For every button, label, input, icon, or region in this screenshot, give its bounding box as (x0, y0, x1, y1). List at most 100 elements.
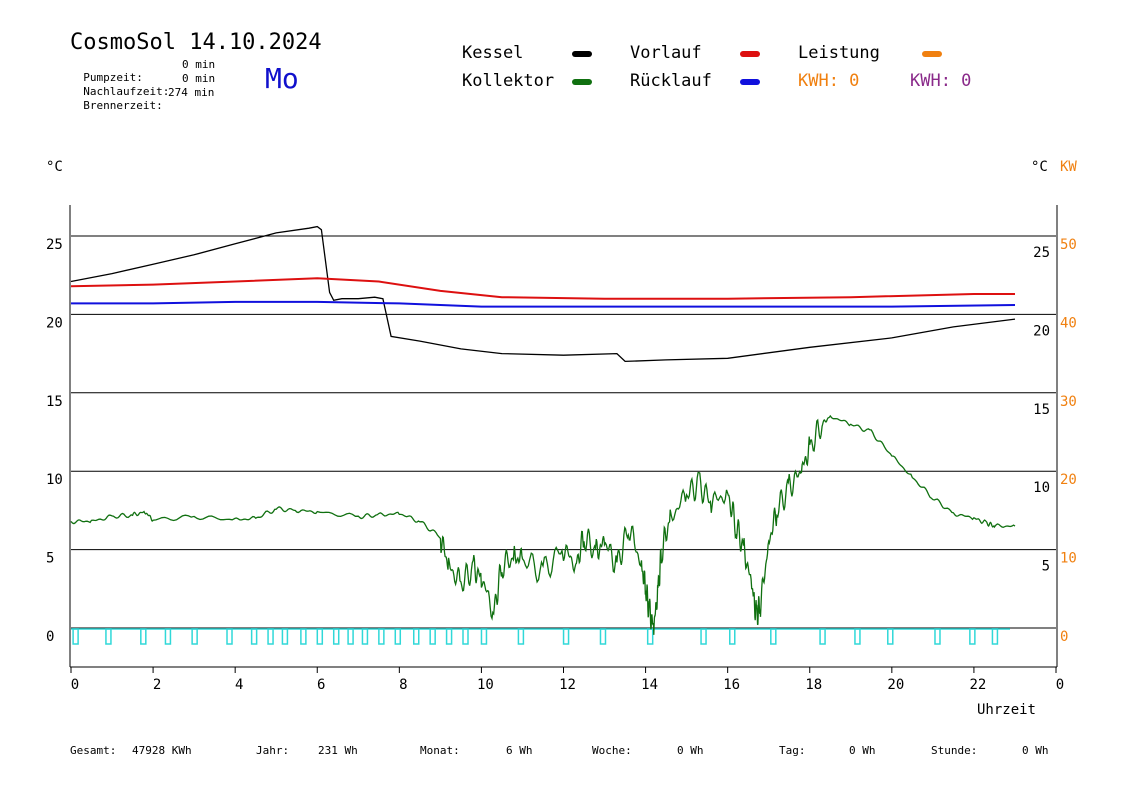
legend-kwh-purple: KWH: 0 (910, 71, 972, 91)
y-tick-label-right: 10 (1033, 480, 1050, 496)
footer-label: Woche: (592, 744, 632, 757)
x-tick-label: 0 (1056, 677, 1064, 693)
y-tick-label-left: 0 (46, 629, 54, 645)
x-tick-label: 14 (641, 677, 658, 693)
pump-marker (300, 628, 307, 645)
pump-marker (413, 628, 420, 645)
x-tick-label: 4 (235, 677, 243, 693)
legend-kwh-orange: KWH: 0 (798, 71, 860, 91)
legend-leistung-swatch (922, 51, 942, 57)
x-tick-label: 12 (559, 677, 576, 693)
pump-marker (281, 628, 289, 645)
x-tick-label: 6 (317, 677, 325, 693)
x-tick-label: 18 (805, 677, 822, 693)
y-axis-label-left: °C (46, 159, 63, 175)
pump-marker (819, 628, 826, 645)
series-line (71, 300, 1016, 308)
legend-kessel-label: Kessel (462, 43, 524, 63)
y-tick-label-right: 25 (1033, 245, 1050, 261)
footer-tag: Tag: 0 Wh (779, 744, 876, 757)
y-tick-label-kw: 20 (1060, 472, 1077, 488)
y-tick-label-left: 10 (46, 472, 63, 488)
x-tick-label: 22 (969, 677, 986, 693)
y-tick-label-left: 15 (46, 394, 63, 410)
footer-label: Monat: (420, 744, 460, 757)
x-tick-label: 10 (477, 677, 494, 693)
stat-brennerzeit: Brennerzeit: 274 min (70, 86, 214, 112)
y-tick-label-kw: 30 (1060, 394, 1077, 410)
y-tick-label-kw: 40 (1060, 315, 1077, 331)
pump-marker (934, 628, 941, 645)
stat-value: 0 min (182, 72, 216, 85)
pump-marker (332, 628, 340, 645)
pump-marker (105, 628, 112, 645)
pump-marker (770, 628, 777, 645)
page-title: CosmoSol 14.10.2024 (70, 30, 322, 55)
pump-marker (517, 628, 525, 645)
y-tick-label-kw: 0 (1060, 629, 1068, 645)
pump-marker (347, 628, 354, 645)
x-tick-label: 0 (71, 677, 79, 693)
footer-value: 0 Wh (849, 744, 876, 757)
legend-vorlauf-label: Vorlauf (630, 43, 702, 63)
footer-value: 6 Wh (506, 744, 533, 757)
pump-marker (991, 628, 999, 645)
pump-marker (480, 628, 488, 645)
footer-label: Gesamt: (70, 744, 117, 757)
x-tick-label: 20 (887, 677, 904, 693)
y-tick-label-kw: 10 (1060, 551, 1077, 567)
footer-value: 231 Wh (318, 744, 358, 757)
footer-jahr: Jahr: 231 Wh (256, 744, 358, 757)
y-tick-label-left: 20 (46, 315, 63, 331)
series-line (70, 225, 1016, 363)
y-tick-label-right: 20 (1033, 323, 1050, 339)
footer-label: Stunde: (931, 744, 978, 757)
y-tick-label-right: 5 (1042, 559, 1050, 575)
pump-marker (429, 628, 436, 645)
pump-marker (72, 628, 79, 645)
pump-marker (250, 628, 258, 645)
footer-value: 0 Wh (677, 744, 704, 757)
y-tick-label-kw: 50 (1060, 237, 1077, 253)
y-axis-label-kw: KW (1060, 159, 1077, 175)
pump-marker (378, 628, 385, 645)
legend-kessel-swatch (572, 51, 592, 57)
stat-value: 274 min (168, 86, 215, 99)
pump-marker (191, 628, 198, 645)
footer-monat: Monat: 6 Wh (420, 744, 533, 757)
stat-label: Nachlaufzeit: (83, 85, 170, 98)
pump-marker (267, 628, 274, 645)
pump-marker (140, 628, 147, 645)
stat-pumpzeit: Pumpzeit: 0 min (70, 58, 215, 84)
pump-marker (562, 628, 570, 645)
legend-kollektor-swatch (572, 79, 592, 85)
pump-marker (316, 628, 324, 645)
footer-label: Tag: (779, 744, 806, 757)
stat-nachlaufzeit: Nachlaufzeit: 0 min (70, 72, 215, 98)
stat-label: Brennerzeit: (83, 99, 163, 112)
legend-ruecklauf-label: Rücklauf (630, 71, 712, 91)
y-tick-label-right: 15 (1033, 402, 1050, 418)
legend-vorlauf-swatch (740, 51, 760, 57)
pump-marker (445, 628, 453, 645)
x-axis-label: Uhrzeit (977, 702, 1036, 718)
footer-value: 47928 KWh (132, 744, 192, 757)
pump-marker (164, 628, 172, 645)
footer-stunde: Stunde: 0 Wh (931, 744, 1049, 757)
legend-ruecklauf-swatch (740, 79, 760, 85)
pump-marker (462, 628, 469, 645)
x-tick-label: 16 (723, 677, 740, 693)
footer-value: 0 Wh (1022, 744, 1049, 757)
pump-marker (646, 628, 654, 645)
pump-marker (394, 628, 402, 645)
footer-woche: Woche: 0 Wh (592, 744, 704, 757)
pump-marker (226, 628, 233, 645)
y-tick-label-left: 5 (46, 551, 54, 567)
x-tick-label: 8 (399, 677, 407, 693)
pump-marker (361, 628, 369, 645)
pump-marker (854, 628, 861, 645)
pump-marker (700, 628, 707, 645)
pump-marker (729, 628, 736, 645)
pump-marker (969, 628, 976, 645)
